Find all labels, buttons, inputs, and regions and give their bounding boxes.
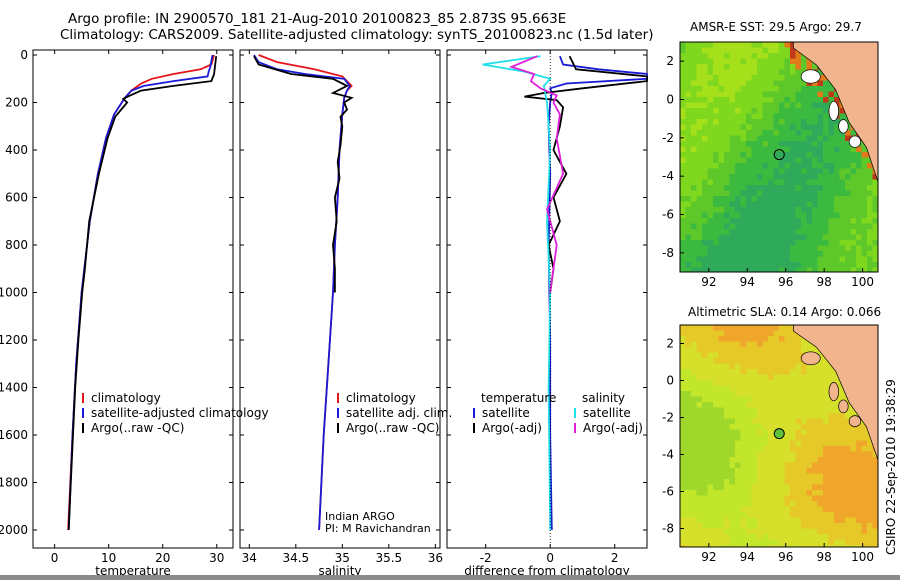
- temp-xtick-label: 10: [101, 551, 116, 565]
- sst-map-xtick-label: 96: [778, 275, 793, 289]
- sst-map-xtick-label: 94: [740, 275, 755, 289]
- temp-ytick-label: 1800: [0, 476, 28, 490]
- sal-series-satellite: [253, 54, 351, 531]
- sla-map-ytick-label: -6: [662, 485, 674, 499]
- sst-map-argo-marker: [773, 149, 785, 161]
- diff-xlabel: difference from climatology: [464, 564, 630, 578]
- sal-xtick-label: 34: [242, 551, 257, 565]
- sst-map-xtick-label: 92: [701, 275, 716, 289]
- temp-ytick-label: 400: [5, 143, 28, 157]
- temp-ytick-label: 200: [5, 96, 28, 110]
- sla-map-xtick-label: 94: [740, 550, 755, 564]
- sal-xtick-label: 35: [335, 551, 350, 565]
- diff-legend-sal-header: salinity: [582, 391, 625, 405]
- sst-map-title: AMSR-E SST: 29.5 Argo: 29.7: [690, 20, 862, 34]
- diff-temp-legend-label: Argo(-adj): [482, 421, 542, 435]
- sla-map-ytick-label: 0: [666, 374, 674, 388]
- sst-map-island: [848, 135, 862, 148]
- sal-legend-label: satellite adj. clim.: [346, 406, 452, 420]
- temp-legend-label: Argo(..raw -QC): [91, 421, 184, 435]
- sla-map-island: [800, 351, 821, 366]
- diff-series-sal-satellite: [482, 55, 552, 531]
- temp-ytick-label: 600: [5, 191, 28, 205]
- diff-series-temp-argo: [524, 55, 648, 293]
- sla-map-island: [848, 415, 862, 428]
- sla-map-island: [828, 382, 839, 402]
- sla-map-title: Altimetric SLA: 0.14 Argo: 0.066: [688, 305, 882, 319]
- diff-legend-temp-header: temperature: [481, 391, 556, 405]
- sal-xtick-label: 35.5: [375, 551, 402, 565]
- temp-ytick-label: 800: [5, 238, 28, 252]
- sla-map-argo-marker: [773, 428, 785, 440]
- temp-ytick-label: 1400: [0, 381, 28, 395]
- figure-title-line1: Argo profile: IN 2900570_181 21-Aug-2010…: [68, 11, 567, 27]
- sst-map-ytick-label: 0: [666, 93, 674, 107]
- temp-ytick-label: 0: [20, 48, 28, 62]
- sst-map-island: [828, 101, 839, 121]
- temp-ytick-label: 1200: [0, 333, 28, 347]
- sla-map-island: [838, 399, 849, 414]
- sst-map-ytick-label: -6: [662, 208, 674, 222]
- temp-ytick-label: 1000: [0, 286, 28, 300]
- sal-series-argo: [253, 55, 354, 293]
- sla-map-ytick-label: -4: [662, 448, 674, 462]
- sal-xlabel: salinity: [318, 564, 361, 578]
- sal-legend-label: Argo(..raw -QC): [346, 421, 439, 435]
- diff-series-sal-argo: [508, 55, 565, 293]
- sst-map-island: [800, 69, 821, 84]
- sla-map-ytick-label: 2: [666, 337, 674, 351]
- diff-sal-legend-label: satellite: [583, 406, 631, 420]
- temp-xtick-label: 0: [51, 551, 59, 565]
- diff-xtick-label: 2: [611, 551, 619, 565]
- sst-map-xtick-label: 100: [851, 275, 874, 289]
- sst-map-ytick-label: 2: [666, 54, 674, 68]
- sla-map-xtick-label: 98: [817, 550, 832, 564]
- diff-sal-legend-label: Argo(-adj): [583, 421, 643, 435]
- temp-axes-box: [32, 49, 234, 549]
- sla-map-xtick-label: 100: [851, 550, 874, 564]
- diff-temp-legend-label: satellite: [482, 406, 530, 420]
- sst-map-axes-box: [679, 41, 879, 273]
- bottom-scrollbar[interactable]: [0, 575, 900, 580]
- sst-map-island: [838, 119, 849, 134]
- sal-legend-label: climatology: [346, 391, 416, 405]
- sla-map-ytick-label: -8: [662, 522, 674, 536]
- sal-xtick-label: 34.5: [282, 551, 309, 565]
- sst-map-ytick-label: -4: [662, 169, 674, 183]
- sla-map-xtick-label: 96: [778, 550, 793, 564]
- diff-xtick-label: 0: [546, 551, 554, 565]
- temp-legend-label: satellite-adjusted climatology: [91, 406, 269, 420]
- temp-xtick-label: 20: [155, 551, 170, 565]
- sla-map-axes-box: [679, 324, 879, 548]
- sla-map-ytick-label: -2: [662, 411, 674, 425]
- diff-xtick-label: -2: [480, 551, 492, 565]
- figure-title-line2: Climatology: CARS2009. Satellite-adjuste…: [60, 27, 654, 43]
- sal-annotation-line2: PI: M Ravichandran: [325, 522, 431, 535]
- sla-map-xtick-label: 92: [701, 550, 716, 564]
- sal-axes-box: [239, 49, 441, 549]
- sst-map-ytick-label: -2: [662, 131, 674, 145]
- temp-xtick-label: 30: [209, 551, 224, 565]
- diff-axes-box: [446, 49, 648, 549]
- temp-legend-label: climatology: [91, 391, 161, 405]
- side-label: CSIRO 22-Sep-2010 19:38:29: [884, 379, 898, 555]
- temp-series-argo: [67, 56, 218, 531]
- sst-map-xtick-label: 98: [817, 275, 832, 289]
- temp-ytick-label: 1600: [0, 428, 28, 442]
- sst-map-ytick-label: -8: [662, 246, 674, 260]
- sal-annotation-line1: Indian ARGO: [325, 510, 395, 523]
- temp-ytick-label: 2000: [0, 523, 28, 537]
- sal-xtick-label: 36: [428, 551, 443, 565]
- temp-xlabel: temperature: [95, 564, 170, 578]
